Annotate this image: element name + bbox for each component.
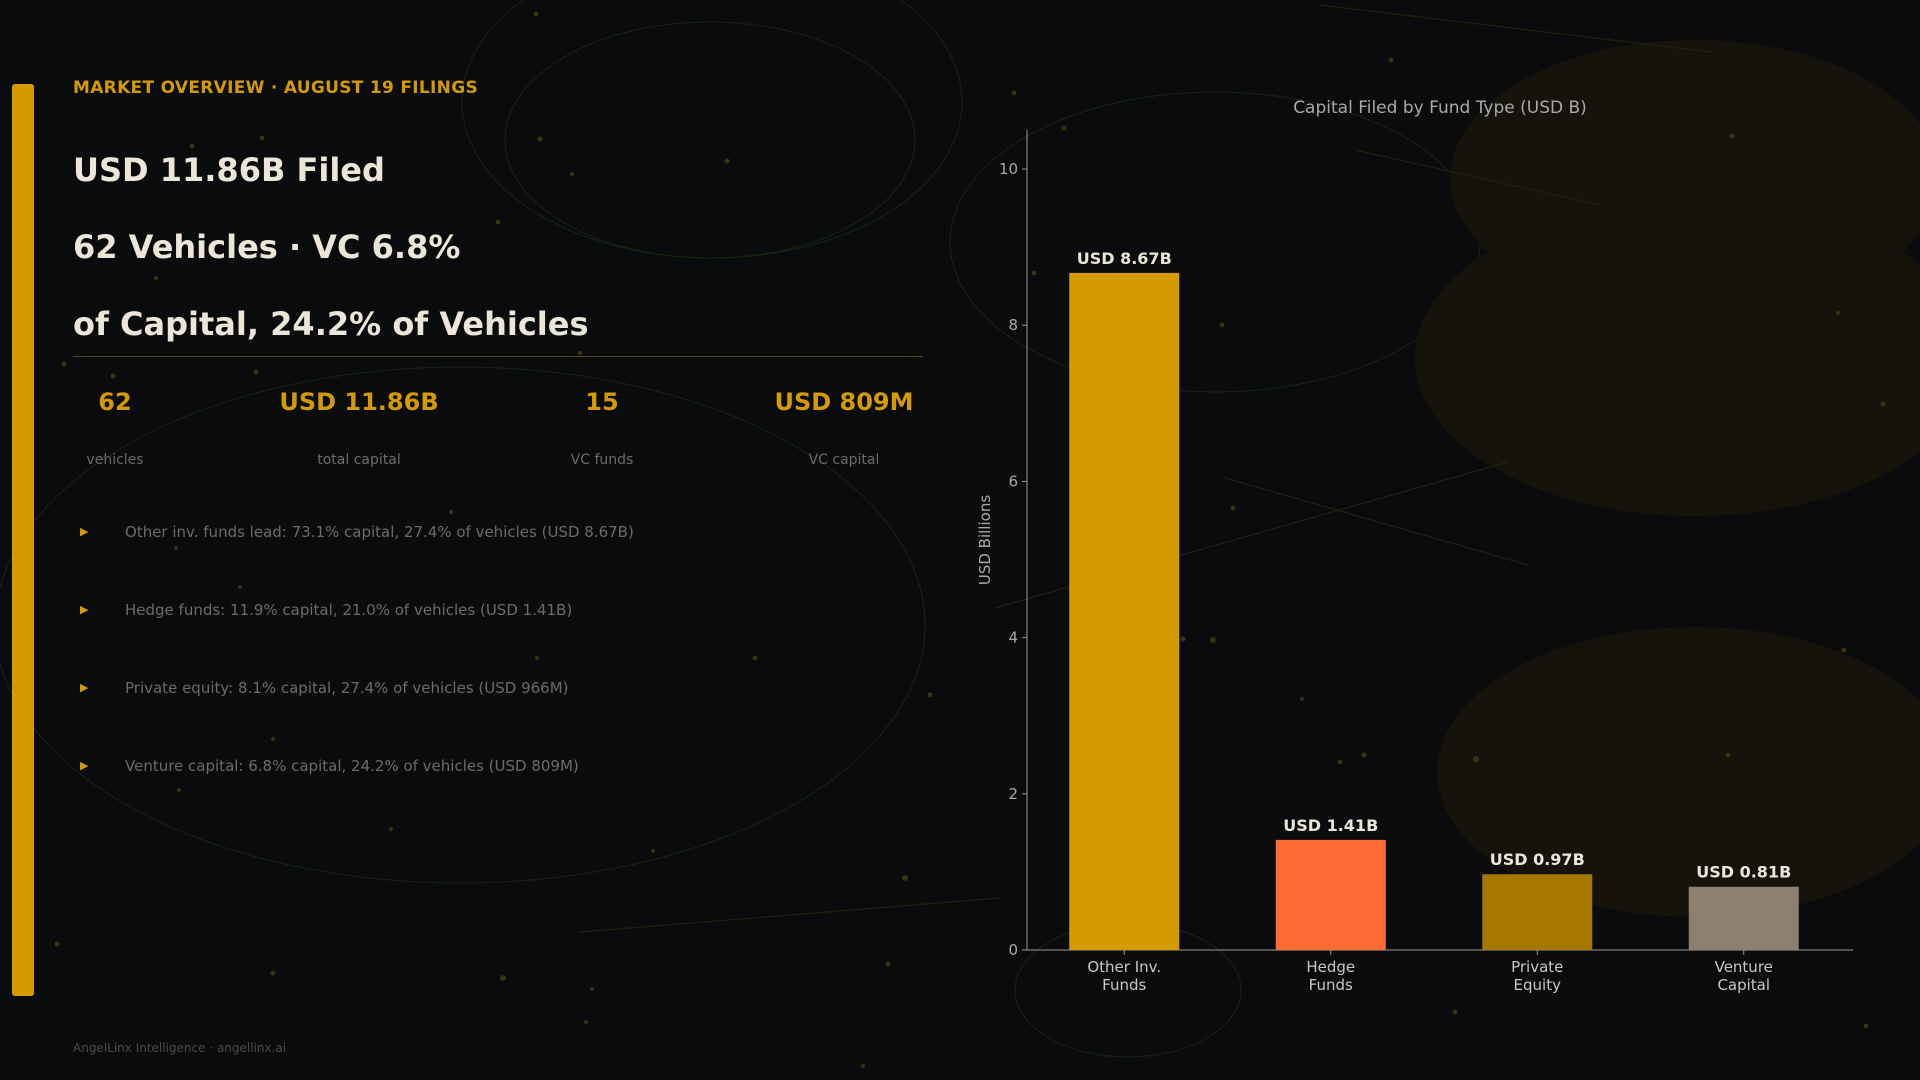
stat-value: 62 [98, 388, 132, 416]
y-tick-label: 10 [999, 160, 1018, 178]
x-tick-label-line: Venture [1715, 958, 1773, 976]
x-tick-label-line: Funds [1309, 976, 1353, 994]
headline-line: USD 11.86B Filed [73, 151, 385, 189]
chart-title: Capital Filed by Fund Type (USD B) [1293, 98, 1587, 118]
insight-text: Hedge funds: 11.9% capital, 21.0% of veh… [125, 601, 573, 619]
stat-vc-funds: 15 VC funds [472, 387, 732, 468]
stat-value: USD 809M [774, 388, 914, 416]
y-tick-label: 2 [1008, 785, 1018, 803]
footer-credit: AngelLinx Intelligence · angellinx.ai [73, 1041, 287, 1055]
triangle-bullet-icon: ▶ [80, 525, 89, 538]
y-tick-label: 6 [1008, 472, 1018, 490]
x-tick-label-line: Private [1511, 958, 1563, 976]
bar-value-label: USD 1.41B [1283, 816, 1378, 835]
bar [1069, 272, 1180, 950]
stat-label: total capital [317, 452, 401, 468]
list-item: ▶ Private equity: 8.1% capital, 27.4% of… [78, 678, 634, 756]
headline: USD 11.86B Filed 62 Vehicles · VC 6.8% o… [73, 148, 589, 379]
insight-text: Venture capital: 6.8% capital, 24.2% of … [125, 757, 579, 775]
y-tick-label: 0 [1008, 941, 1018, 959]
x-tick-label-line: Hedge [1306, 958, 1355, 976]
insight-text: Private equity: 8.1% capital, 27.4% of v… [125, 679, 569, 697]
x-tick-label: Other Inv. Funds [1087, 958, 1161, 994]
x-tick-label-line: Capital [1717, 976, 1770, 994]
x-tick-label: Venture Capital [1715, 958, 1773, 994]
stat-total-capital: USD 11.86B total capital [229, 387, 489, 468]
y-tick-label: 8 [1008, 316, 1018, 334]
stat-vc-capital: USD 809M VC capital [714, 387, 974, 468]
stat-label: vehicles [86, 452, 144, 468]
triangle-bullet-icon: ▶ [80, 603, 89, 616]
insight-text: Other inv. funds lead: 73.1% capital, 27… [125, 523, 634, 541]
eyebrow-label: MARKET OVERVIEW · AUGUST 19 FILINGS [73, 78, 479, 98]
divider [73, 356, 923, 357]
bar [1482, 874, 1593, 950]
stat-label: VC capital [808, 452, 880, 468]
list-item: ▶ Venture capital: 6.8% capital, 24.2% o… [78, 756, 634, 834]
x-tick-label: Hedge Funds [1306, 958, 1355, 994]
accent-bar [12, 84, 34, 996]
bar [1275, 839, 1386, 950]
bar-value-label: USD 0.81B [1696, 863, 1791, 882]
stat-value: USD 11.86B [279, 388, 439, 416]
bar-value-label: USD 8.67B [1077, 249, 1172, 268]
x-tick-label-line: Funds [1102, 976, 1146, 994]
insight-list: ▶ Other inv. funds lead: 73.1% capital, … [78, 522, 634, 834]
bar-value-label: USD 0.97B [1490, 850, 1585, 869]
headline-line: 62 Vehicles · VC 6.8% [73, 228, 461, 266]
x-tick-label: Private Equity [1511, 958, 1563, 994]
x-tick-label-line: Equity [1514, 976, 1562, 994]
stat-value: 15 [585, 388, 619, 416]
list-item: ▶ Other inv. funds lead: 73.1% capital, … [78, 522, 634, 600]
y-axis-label: USD Billions [976, 495, 994, 585]
x-tick-label-line: Other Inv. [1087, 958, 1161, 976]
headline-line: of Capital, 24.2% of Vehicles [73, 305, 589, 343]
stat-label: VC funds [570, 452, 634, 468]
stat-vehicles: 62 vehicles [0, 387, 245, 468]
triangle-bullet-icon: ▶ [80, 681, 89, 694]
y-tick-label: 4 [1008, 629, 1018, 647]
list-item: ▶ Hedge funds: 11.9% capital, 21.0% of v… [78, 600, 634, 678]
bar [1688, 886, 1799, 950]
triangle-bullet-icon: ▶ [80, 759, 89, 772]
